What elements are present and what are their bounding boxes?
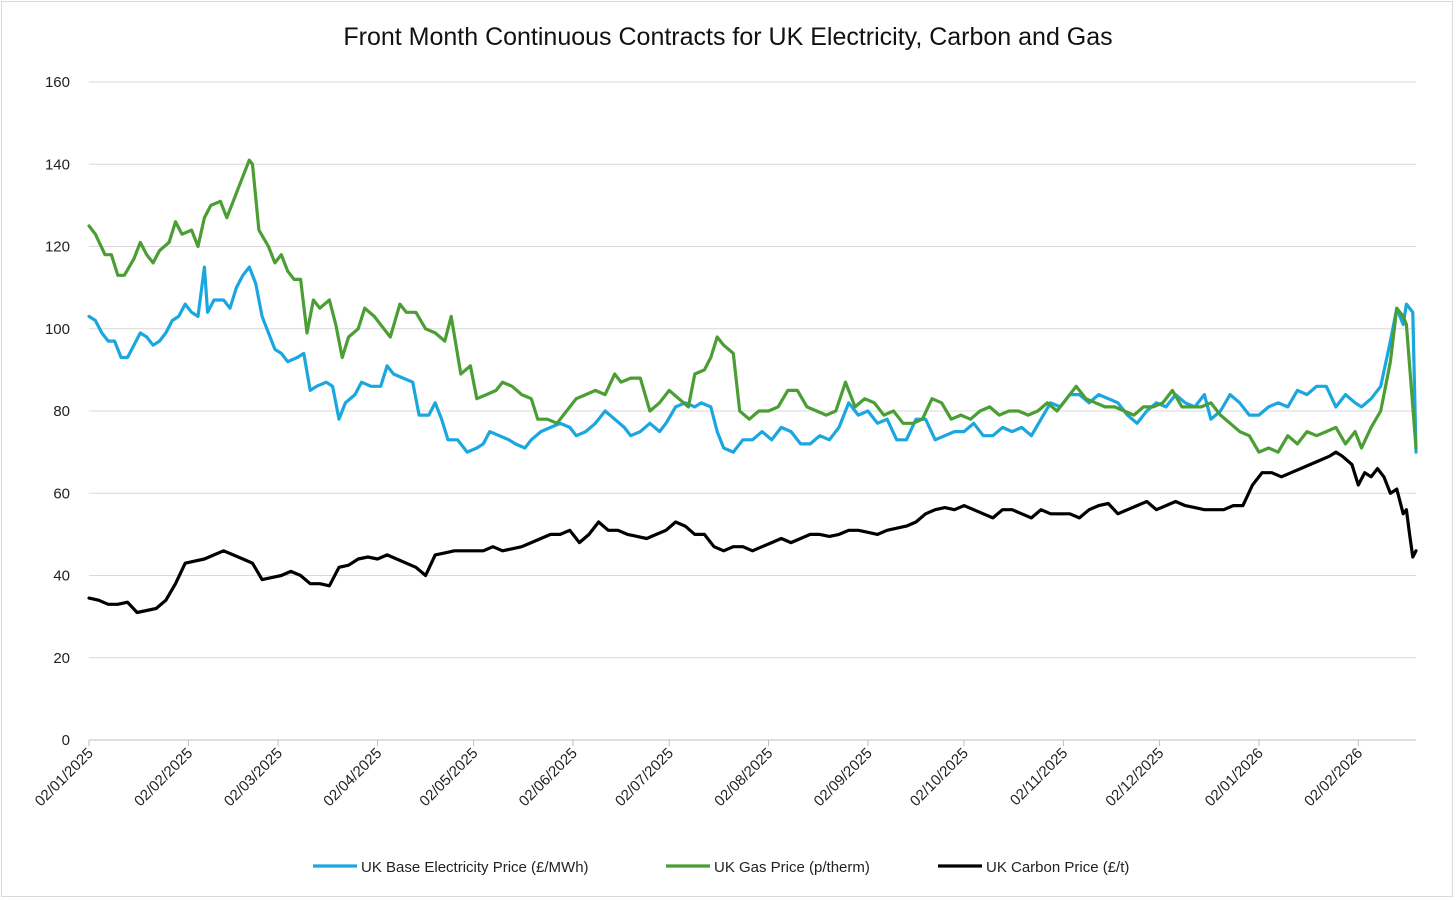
x-tick-label: 02/06/2025 bbox=[516, 745, 581, 810]
legend: UK Base Electricity Price (£/MWh) UK Gas … bbox=[313, 859, 1129, 876]
x-tick-label: 02/04/2025 bbox=[320, 745, 385, 810]
y-tick-label: 0 bbox=[62, 732, 70, 749]
x-tick-label: 02/09/2025 bbox=[811, 745, 876, 810]
x-tick-label: 02/10/2025 bbox=[907, 745, 972, 810]
y-tick-label: 80 bbox=[53, 403, 70, 420]
chart-title: Front Month Continuous Contracts for UK … bbox=[343, 23, 1112, 51]
y-tick-label: 140 bbox=[45, 156, 70, 173]
y-tick-label: 100 bbox=[45, 321, 70, 338]
x-tick-label: 02/02/2026 bbox=[1301, 745, 1366, 810]
x-tick-label: 02/03/2025 bbox=[221, 745, 286, 810]
legend-label: UK Carbon Price (£/t) bbox=[986, 859, 1129, 876]
series-line-1 bbox=[87, 158, 1418, 454]
y-axis-ticks: 0 20 40 60 80 100 120 140 160 bbox=[45, 74, 70, 749]
gridlines bbox=[89, 81, 1416, 741]
x-tick-label: 02/07/2025 bbox=[612, 745, 677, 810]
y-tick-label: 20 bbox=[53, 650, 70, 667]
x-tick-label: 02/01/2026 bbox=[1202, 745, 1267, 810]
series-line-2 bbox=[87, 450, 1418, 615]
legend-label: UK Base Electricity Price (£/MWh) bbox=[361, 859, 589, 876]
y-tick-label: 40 bbox=[53, 568, 70, 585]
y-tick-label: 120 bbox=[45, 239, 70, 256]
series-lines bbox=[87, 158, 1418, 615]
x-tick-label: 02/01/2025 bbox=[32, 745, 97, 810]
x-tick-label: 02/12/2025 bbox=[1102, 745, 1167, 810]
x-tick-label: 02/02/2025 bbox=[131, 745, 196, 810]
y-tick-label: 60 bbox=[53, 485, 70, 502]
y-tick-label: 160 bbox=[45, 74, 70, 91]
x-tick-label: 02/05/2025 bbox=[416, 745, 481, 810]
x-axis: 02/01/2025 02/02/2025 02/03/2025 02/04/2025… bbox=[32, 740, 1366, 810]
x-tick-label: 02/08/2025 bbox=[711, 745, 776, 810]
series-line-0 bbox=[87, 265, 1418, 454]
legend-label: UK Gas Price (p/therm) bbox=[714, 859, 870, 876]
x-tick-label: 02/11/2025 bbox=[1007, 745, 1071, 809]
